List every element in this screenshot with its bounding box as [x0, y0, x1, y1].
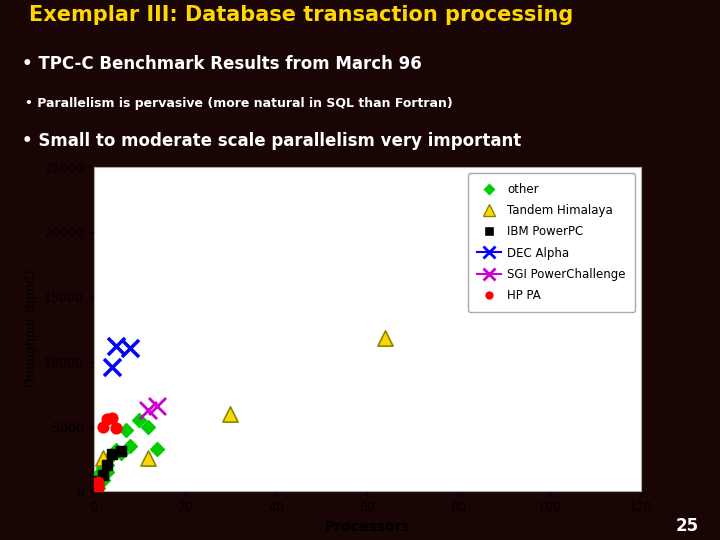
Point — [143, 454, 154, 462]
Point — [379, 334, 391, 343]
Point — [92, 483, 104, 492]
Point — [152, 444, 163, 453]
Point — [102, 468, 113, 476]
Point — [97, 470, 109, 479]
Point — [111, 446, 122, 454]
Point — [106, 363, 117, 372]
Point — [102, 461, 113, 470]
Point — [111, 423, 122, 432]
Point — [125, 442, 136, 450]
Point — [97, 422, 109, 431]
Point — [125, 343, 136, 352]
Point — [133, 416, 145, 424]
Point — [143, 406, 154, 414]
Point — [225, 409, 236, 418]
Point — [143, 422, 154, 431]
Point — [106, 413, 117, 422]
Point — [92, 478, 104, 487]
Point — [97, 475, 109, 484]
Point — [102, 415, 113, 423]
Text: • Parallelism is pervasive (more natural in SQL than Fortran): • Parallelism is pervasive (more natural… — [25, 97, 453, 110]
X-axis label: Processors: Processors — [324, 519, 410, 534]
Text: • TPC-C Benchmark Results from March 96: • TPC-C Benchmark Results from March 96 — [22, 55, 421, 73]
Text: • Small to moderate scale parallelism very important: • Small to moderate scale parallelism ve… — [22, 132, 521, 150]
Legend: other, Tandem Himalaya, IBM PowerPC, DEC Alpha, SGI PowerChallenge, HP PA: other, Tandem Himalaya, IBM PowerPC, DEC… — [468, 173, 635, 312]
Point — [92, 470, 104, 479]
Point — [111, 342, 122, 350]
Point — [97, 454, 109, 462]
Y-axis label: Throughput (tpmC): Throughput (tpmC) — [25, 269, 38, 389]
Point — [115, 447, 127, 456]
Point — [106, 449, 117, 458]
Text: 25: 25 — [675, 517, 698, 535]
Point — [102, 461, 113, 470]
Point — [97, 464, 109, 472]
Point — [106, 451, 117, 460]
Point — [92, 483, 104, 492]
Point — [120, 426, 131, 435]
Point — [152, 402, 163, 410]
Point — [92, 478, 104, 487]
Text: Exemplar III: Database transaction processing: Exemplar III: Database transaction proce… — [29, 5, 573, 25]
Point — [115, 448, 127, 457]
Point — [92, 477, 104, 485]
